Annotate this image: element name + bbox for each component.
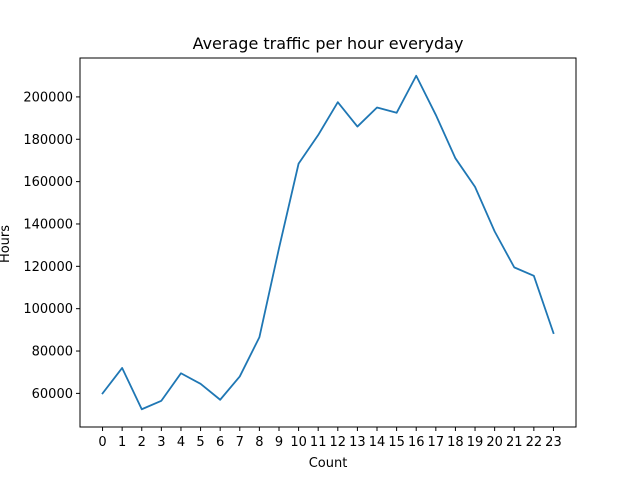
series-line — [101, 74, 555, 411]
plot-frame — [79, 57, 577, 428]
x-tick-label: 12 — [330, 435, 347, 450]
y-tick-label: 80000 — [32, 345, 73, 360]
x-tick-label: 23 — [545, 435, 562, 450]
x-tick-label: 2 — [138, 435, 146, 450]
y-tick-label: 120000 — [23, 260, 73, 275]
x-tick-label: 4 — [177, 435, 185, 450]
x-tick-label: 6 — [216, 435, 224, 450]
y-tick-label: 200000 — [23, 90, 73, 105]
x-tick-label: 1 — [118, 435, 126, 450]
x-tick-label: 10 — [290, 435, 307, 450]
x-axis-label: Count — [309, 456, 348, 471]
x-tick-label: 16 — [408, 435, 425, 450]
x-tick-label: 15 — [388, 435, 405, 450]
x-tick-label: 17 — [428, 435, 445, 450]
y-axis-label: Hours — [0, 225, 13, 263]
x-tick-label: 21 — [506, 435, 523, 450]
y-tick-label: 160000 — [23, 175, 73, 190]
plot-area — [79, 57, 577, 428]
x-tick-label: 20 — [486, 435, 503, 450]
x-tick-label: 9 — [275, 435, 283, 450]
x-tick-label: 5 — [196, 435, 204, 450]
x-tick-label: 19 — [467, 435, 484, 450]
y-tick-label: 60000 — [32, 387, 73, 402]
x-tick-label: 13 — [349, 435, 366, 450]
x-tick-label: 11 — [310, 435, 327, 450]
x-tick-label: 18 — [447, 435, 464, 450]
x-tick-label: 7 — [236, 435, 244, 450]
x-tick-label: 0 — [98, 435, 106, 450]
x-tick-label: 22 — [526, 435, 543, 450]
x-tick-label: 8 — [255, 435, 263, 450]
chart-title: Average traffic per hour everyday — [193, 34, 464, 53]
x-tick-label: 3 — [157, 435, 165, 450]
x-tick-label: 14 — [369, 435, 386, 450]
y-tick-label: 100000 — [23, 302, 73, 317]
x-axis: 0 1 2 3 4 5 6 7 8 9 10 11 12 13 14 15 16 17 18 19 20 21 22 23 — [98, 427, 562, 450]
y-axis: 60000 80000 100000 120000 140000 160000 180000… — [23, 90, 80, 402]
y-tick-label: 140000 — [23, 217, 73, 232]
y-tick-label: 180000 — [23, 133, 73, 148]
